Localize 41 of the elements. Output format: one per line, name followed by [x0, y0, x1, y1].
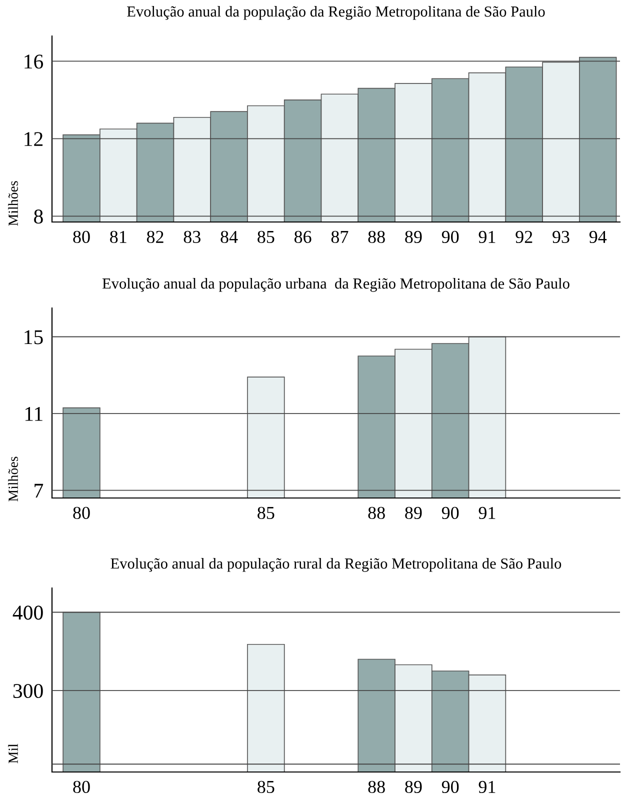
x-tick-label: 84 [220, 230, 238, 244]
x-tick-label: 90 [442, 230, 459, 244]
y-axis-title: Mil [8, 744, 18, 764]
x-tick-label: 87 [331, 230, 348, 244]
y-axis-title: Milhões [8, 456, 18, 502]
x-tick-label: 89 [405, 506, 422, 520]
y-tick-label: 400 [12, 606, 43, 620]
x-tick-label: 80 [73, 230, 90, 244]
x-tick-label: 91 [478, 230, 496, 244]
chart-title: Evolução anual da população urbana da Região Metropolitana de São Paulo [102, 278, 570, 292]
x-tick-label: 83 [184, 230, 200, 244]
x-tick-label: 85 [258, 780, 274, 794]
x-tick-label: 94 [589, 230, 607, 244]
x-tick-label: 89 [405, 230, 422, 244]
x-tick-label: 81 [110, 230, 126, 244]
x-tick-label: 88 [368, 780, 385, 794]
y-tick-label: 300 [13, 684, 43, 698]
x-tick-label: 92 [516, 230, 532, 244]
x-tick-label: 85 [258, 506, 274, 520]
x-tick-label: 91 [478, 780, 496, 794]
x-tick-label: 80 [73, 506, 90, 520]
y-tick-label: 12 [24, 132, 43, 146]
x-tick-label: 85 [258, 230, 274, 244]
x-tick-label: 91 [478, 506, 496, 520]
y-tick-label: 7 [34, 484, 44, 498]
chart-title: Evolução anual da população da Região Metropolitana de São Paulo [127, 6, 545, 20]
y-tick-label: 16 [24, 54, 44, 69]
x-tick-label: 93 [552, 230, 570, 244]
y-tick-label: 11 [25, 407, 42, 421]
x-tick-label: 80 [73, 780, 90, 794]
y-tick-label: 8 [34, 210, 43, 224]
x-tick-label: 82 [146, 230, 164, 244]
x-tick-label: 89 [405, 780, 422, 794]
x-tick-label: 88 [368, 230, 385, 244]
x-tick-label: 88 [368, 506, 385, 520]
x-tick-label: 90 [442, 506, 459, 520]
y-axis-title: Milhões [8, 181, 18, 226]
y-tick-label: 15 [24, 330, 43, 344]
chart-title: Evolução anual da população rural da Região Metropolitana de São Paulo [110, 558, 562, 572]
x-tick-label: 90 [442, 780, 459, 794]
x-tick-label: 86 [294, 230, 312, 244]
